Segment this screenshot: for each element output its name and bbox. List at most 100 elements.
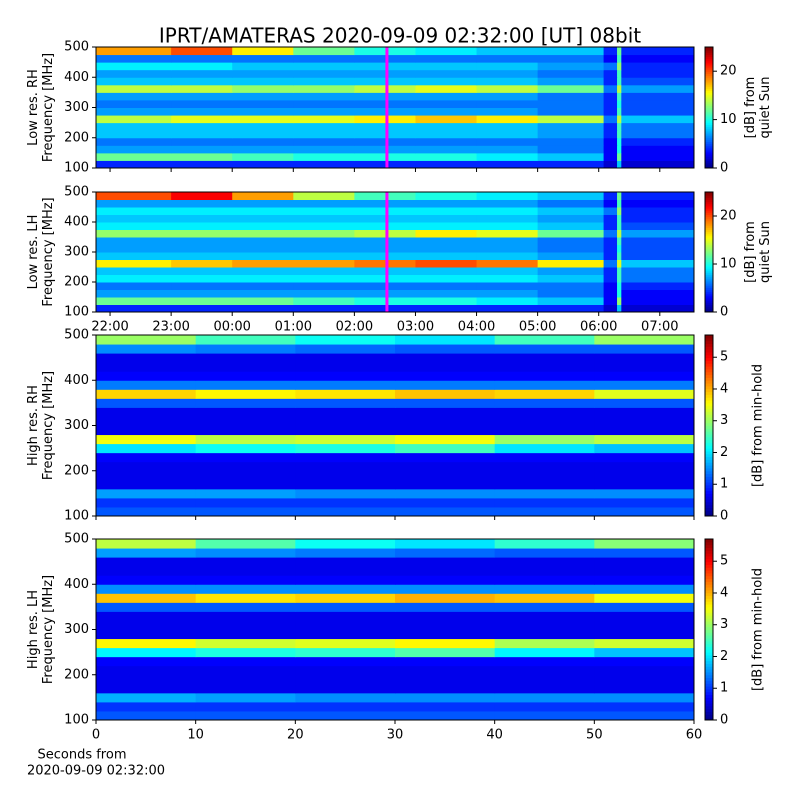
colorbar-step [705,77,713,80]
colorbar-step [705,79,713,82]
heat-cell [603,229,618,238]
heat-cell [494,656,595,667]
heat-cell [96,629,197,640]
heat-cell [96,674,197,685]
heat-cell [96,344,197,354]
heat-cell [295,344,396,354]
y-tick-label: 200 [64,667,89,682]
heat-cell [537,214,605,223]
heat-cell [295,407,396,417]
heat-cell [354,297,416,305]
heat-cell [96,665,197,676]
heat-cell [494,539,595,549]
heat-cell [415,207,478,215]
heat-cell [603,244,618,253]
heat-cell [594,479,695,490]
colorbar-step [705,445,713,449]
colorbar-step [705,691,713,696]
heat-cell [621,115,695,124]
colorbar-step [705,52,713,56]
heat-cell [195,452,296,463]
colorbar-tick-label: 3 [720,617,728,632]
heat-cell [293,84,355,93]
heat-cell [395,710,496,721]
heat-cell [232,137,294,146]
y-tick-label: 400 [64,577,89,592]
heat-cell [395,593,496,603]
colorbar-step [705,601,713,605]
heat-cell [617,137,622,146]
colorbar-step [705,103,713,107]
heat-cell [494,407,595,417]
figure-title: IPRT/AMATERAS 2020-09-09 02:32:00 [UT] 0… [159,24,641,48]
colorbar-step [705,282,713,285]
colorbar-frame [704,538,714,721]
heat-cell [96,297,172,305]
heat-cell [295,557,396,567]
heat-cell [395,470,496,481]
heat-cell [195,575,296,585]
colorbar-step [705,128,713,131]
heat-cell [295,362,396,372]
y-tick-label: 500 [64,185,89,200]
heat-cell [476,107,539,116]
heat-cell [195,629,296,640]
colorbar-step [705,261,713,264]
heat-cell [621,92,695,101]
colorbar-step [705,456,713,460]
colorbar-step [705,550,713,554]
y-tick-label: 300 [64,418,89,433]
heat-cell [96,398,197,408]
heat-cell [195,443,296,454]
heat-cell [603,274,618,283]
colorbar-tick-label: 4 [720,381,728,396]
heat-cell [295,461,396,472]
colorbar-step [705,56,713,59]
colorbar-step [705,363,713,367]
heat-cell [621,62,695,71]
heat-cell [293,297,355,305]
colorbar-step [705,623,713,628]
heat-cell [295,611,396,621]
heat-cell [96,199,172,208]
heat-cell [476,297,539,305]
heat-cell [171,259,233,268]
heat-cell [395,557,496,567]
heat-cell [594,710,695,721]
y-tick-label: 200 [64,130,89,145]
heat-cell [603,259,618,268]
heat-cell [354,99,416,108]
heat-cell [594,656,695,667]
heat-cell [195,362,296,372]
heat-cell [232,115,294,124]
colorbar-step [705,694,713,698]
heat-cell [293,214,355,223]
heat-cell [494,479,595,490]
colorbar-step [705,291,713,294]
heat-cell [395,620,496,630]
heat-cell [96,353,197,363]
colorbar-step [705,192,713,195]
heat-cell [195,548,296,558]
colorbar-step [705,637,713,642]
heat-cell [494,611,595,621]
y-axis-label: Low res. LH [26,215,41,290]
heat-cell [232,304,294,313]
colorbar-step [705,115,713,118]
heat-cell [494,443,595,454]
heat-cell [96,602,197,612]
colorbar-step [705,547,713,551]
colorbar-tick-label: 0 [720,713,728,728]
colorbar-step [705,473,713,477]
colorbar-step [705,669,713,673]
colorbar-step [705,555,713,560]
colorbar-step [705,75,713,78]
heat-cell [617,69,622,78]
colorbar-step [705,422,713,426]
colorbar-step [705,154,713,158]
heat-cell [195,380,296,390]
colorbar-step [705,671,713,676]
heat-cell [232,99,294,108]
heat-cell [96,207,172,215]
heat-cell [395,461,496,472]
